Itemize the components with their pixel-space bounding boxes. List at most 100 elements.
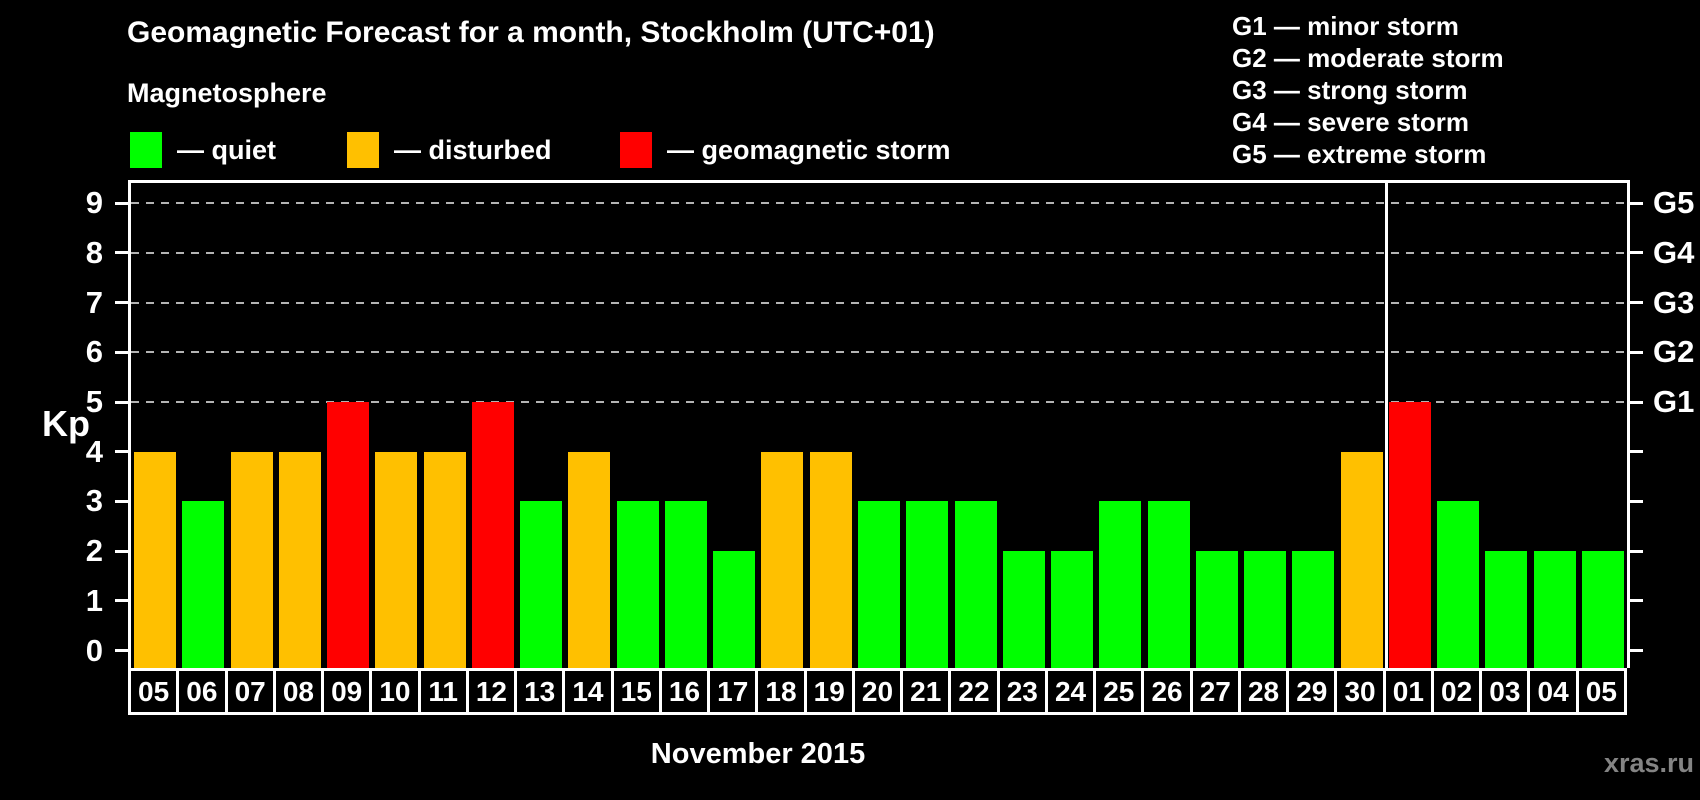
y-axis-tick bbox=[115, 251, 128, 255]
kp-bar-26 bbox=[1147, 501, 1190, 668]
legend-item-storm: — geomagnetic storm bbox=[620, 132, 951, 168]
day-label-cell: 01 bbox=[1382, 668, 1434, 715]
day-label-cell: 23 bbox=[996, 668, 1048, 715]
y-axis-tick-label: 0 bbox=[85, 632, 103, 668]
day-label-cell: 02 bbox=[1430, 668, 1483, 715]
day-label-cell: 22 bbox=[948, 668, 1000, 715]
day-label-cell: 15 bbox=[610, 668, 662, 715]
day-label-cell: 05 bbox=[1575, 668, 1627, 715]
kp-bar-18 bbox=[761, 451, 804, 668]
g-axis-tick bbox=[1630, 599, 1643, 603]
g-axis-tick bbox=[1630, 499, 1643, 503]
gridline-kp8 bbox=[131, 251, 1627, 254]
g-axis-tick bbox=[1630, 301, 1643, 305]
day-label-cell: 29 bbox=[1286, 668, 1338, 715]
g-axis-tick bbox=[1630, 400, 1643, 404]
kp-bar-11 bbox=[423, 451, 466, 668]
day-label-cell: 12 bbox=[465, 668, 518, 715]
storm-color-swatch bbox=[620, 132, 652, 168]
day-label-cell: 06 bbox=[176, 668, 228, 715]
kp-bar-09 bbox=[327, 402, 370, 668]
y-axis-tick bbox=[115, 400, 128, 404]
kp-bar-15 bbox=[616, 501, 659, 668]
kp-bar-25 bbox=[1099, 501, 1142, 668]
month-separator-line bbox=[1384, 183, 1388, 668]
g-axis-tick-label-g2: G2 bbox=[1653, 334, 1695, 370]
kp-bar-01 bbox=[1388, 402, 1431, 668]
day-label-cell: 05 bbox=[128, 668, 180, 715]
y-axis-tick-label: 3 bbox=[85, 483, 103, 519]
day-label-cell: 26 bbox=[1141, 668, 1193, 715]
kp-bar-24 bbox=[1051, 551, 1094, 668]
kp-bar-22 bbox=[954, 501, 997, 668]
kp-bar-21 bbox=[906, 501, 949, 668]
gridline-kp6 bbox=[131, 351, 1627, 354]
watermark: xras.ru bbox=[1603, 748, 1694, 778]
y-axis-tick-label: 4 bbox=[85, 433, 103, 469]
kp-bar-14 bbox=[568, 451, 611, 668]
chart-title: Geomagnetic Forecast for a month, Stockh… bbox=[127, 16, 935, 49]
plot-top-border bbox=[128, 180, 1630, 183]
day-label-cell: 18 bbox=[755, 668, 807, 715]
kp-bar-27 bbox=[1195, 551, 1238, 668]
gridline-kp9 bbox=[131, 202, 1627, 205]
right-axis-line bbox=[1627, 180, 1630, 668]
kp-bar-17 bbox=[713, 551, 756, 668]
g-axis-tick-label-g3: G3 bbox=[1653, 284, 1695, 320]
legend-item-quiet: — quiet bbox=[130, 132, 276, 168]
disturbed-color-swatch bbox=[347, 132, 379, 168]
g-axis-tick bbox=[1630, 201, 1643, 205]
y-axis-tick bbox=[115, 201, 128, 205]
day-label-cell: 20 bbox=[851, 668, 904, 715]
g-axis-tick bbox=[1630, 350, 1643, 354]
y-axis-tick bbox=[115, 599, 128, 603]
kp-bar-16 bbox=[664, 501, 707, 668]
kp-bar-08 bbox=[278, 451, 321, 668]
kp-bar-10 bbox=[375, 451, 418, 668]
gridline-kp7 bbox=[131, 301, 1627, 304]
legend-item-disturbed: — disturbed bbox=[347, 132, 552, 168]
g-axis-tick-label-g1: G1 bbox=[1653, 384, 1695, 419]
y-axis-tick-label: 8 bbox=[85, 234, 103, 270]
g-axis-tick bbox=[1630, 251, 1643, 255]
day-label-cell: 07 bbox=[224, 668, 276, 715]
day-label-cell: 09 bbox=[321, 668, 373, 715]
kp-bar-20 bbox=[858, 501, 900, 668]
storm-scale-g4: G4 — severe storm bbox=[1232, 107, 1470, 137]
g-axis-tick bbox=[1630, 549, 1643, 553]
day-label-cell: 11 bbox=[417, 668, 469, 715]
day-label-cell: 27 bbox=[1189, 668, 1241, 715]
kp-bar-23 bbox=[1002, 551, 1045, 668]
g-axis-tick-label-g4: G4 bbox=[1653, 234, 1695, 270]
kp-bar-06 bbox=[182, 501, 225, 668]
y-axis-line bbox=[128, 180, 131, 668]
kp-bar-19 bbox=[809, 451, 852, 668]
storm-scale-g5: G5 — extreme storm bbox=[1232, 139, 1487, 169]
y-axis-tick bbox=[115, 350, 128, 354]
day-label-cell: 04 bbox=[1527, 668, 1579, 715]
storm-scale-g2: G2 — moderate storm bbox=[1232, 43, 1504, 73]
legend-item-label: — geomagnetic storm bbox=[667, 134, 951, 165]
y-axis-tick bbox=[115, 549, 128, 553]
y-axis-tick-label: 5 bbox=[85, 384, 103, 419]
y-axis-tick-label: 9 bbox=[85, 185, 103, 221]
storm-scale-legend: G1 — minor storm G2 — moderate storm G3 … bbox=[1232, 10, 1504, 170]
x-axis-title: November 2015 bbox=[650, 738, 866, 770]
y-axis-tick-label: 6 bbox=[85, 334, 103, 370]
y-axis-tick bbox=[115, 499, 128, 503]
kp-bar-28 bbox=[1244, 551, 1287, 668]
day-label-cell: 25 bbox=[1093, 668, 1145, 715]
kp-bar-30 bbox=[1340, 451, 1383, 668]
legend-item-label: — disturbed bbox=[394, 134, 552, 165]
day-label-cell: 03 bbox=[1479, 668, 1531, 715]
kp-bar-02 bbox=[1437, 501, 1480, 668]
magnetosphere-legend-title: Magnetosphere bbox=[127, 78, 327, 108]
kp-bar-29 bbox=[1292, 551, 1335, 668]
day-label-cell: 24 bbox=[1044, 668, 1097, 715]
legend-item-label: — quiet bbox=[177, 134, 276, 165]
day-label-cell: 16 bbox=[658, 668, 711, 715]
day-label-cell: 17 bbox=[707, 668, 759, 715]
y-axis-tick-label: 7 bbox=[85, 284, 103, 320]
gridline-kp5 bbox=[131, 401, 1627, 403]
